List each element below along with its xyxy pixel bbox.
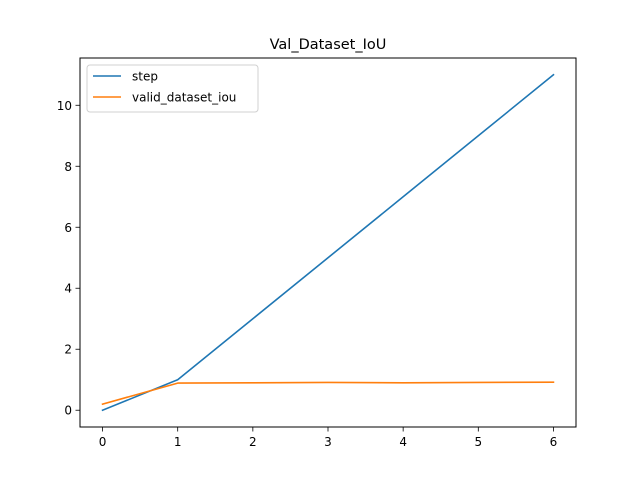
y-tick-label: 4 [64,282,72,296]
data-point-valid-dataset-iou-5 [477,381,479,383]
y-tick-label: 8 [64,160,72,174]
data-point-step-0 [102,409,104,411]
y-tick-label: 10 [57,99,72,113]
plot-lines [101,73,555,412]
data-point-step-4 [402,196,404,198]
data-point-step-3 [327,257,329,259]
y-tick-label: 2 [64,343,72,357]
data-point-valid-dataset-iou-4 [402,382,404,384]
data-point-valid-dataset-iou-2 [252,382,254,384]
x-tick-label: 0 [99,435,107,449]
x-tick-label: 3 [324,435,332,449]
legend: step valid_dataset_iou [86,64,259,113]
y-axis: 0 2 4 6 8 10 [57,99,80,418]
data-point-step-2 [252,318,254,320]
data-point-valid-dataset-iou-6 [552,381,554,383]
chart-title: Val_Dataset_IoU [270,37,387,53]
plot-frame [79,57,577,428]
data-point-step-1 [177,379,179,381]
series-line-valid-dataset-iou [101,381,555,406]
legend-box [86,64,259,113]
data-point-step-5 [477,135,479,137]
y-tick-label: 6 [64,221,72,235]
data-point-step-6 [552,74,554,76]
x-tick-label: 1 [174,435,182,449]
data-point-valid-dataset-iou-3 [327,381,329,383]
x-tick-label: 6 [550,435,558,449]
series-line-step [101,73,555,412]
x-tick-label: 4 [399,435,407,449]
data-point-valid-dataset-iou-0 [102,403,104,405]
legend-label-valid-dataset-iou: valid_dataset_iou [132,91,236,105]
data-point-valid-dataset-iou-1 [177,382,179,384]
x-tick-label: 5 [474,435,482,449]
x-axis: 0 1 2 3 4 5 6 [99,427,558,449]
x-tick-label: 2 [249,435,257,449]
legend-label-step: step [132,70,158,84]
y-tick-label: 0 [64,404,72,418]
